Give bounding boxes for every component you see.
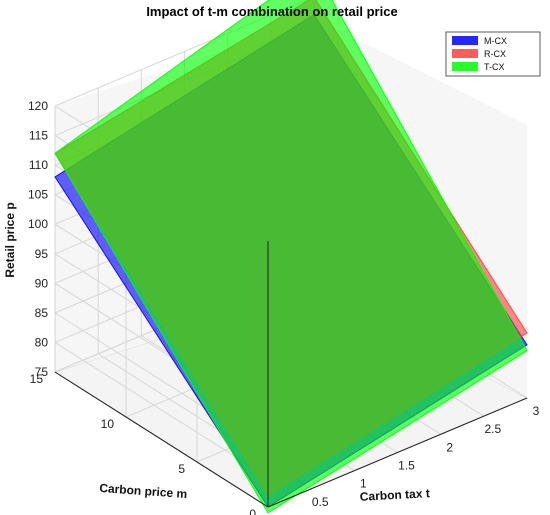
x-tick-label: 2	[446, 440, 453, 454]
legend-label: M-CX	[484, 36, 507, 46]
x-tick-label: 3	[533, 404, 540, 418]
y-axis-line	[54, 371, 269, 508]
z-axis-label: Retail price p	[3, 202, 17, 277]
y-tick-label: 10	[101, 417, 115, 431]
axis-lines	[54, 241, 528, 508]
z-tick-label: 110	[29, 158, 48, 172]
legend: M-CX R-CX T-CX	[445, 31, 541, 77]
grid-line-wall-left	[54, 342, 269, 478]
legend-swatch	[452, 62, 478, 71]
x-tick-label: 0	[274, 513, 281, 515]
legend-label: T-CX	[484, 62, 505, 72]
legend-swatch	[452, 36, 478, 45]
z-tick-label: 120	[28, 99, 48, 113]
legend-label: R-CX	[484, 49, 506, 59]
surfaces	[54, 0, 528, 514]
z-tick-label: 80	[35, 335, 49, 349]
z-tick-label: 105	[28, 188, 48, 202]
y-tick-label: 5	[178, 462, 185, 476]
x-tick-label: 1.5	[398, 459, 415, 473]
z-tick-label: 95	[35, 247, 49, 261]
chart-title: Impact of t-m combination on retail pric…	[146, 4, 397, 19]
y-tick-label: 0	[249, 507, 256, 515]
y-axis-label: Carbon price m	[99, 481, 188, 501]
z-tick-label: 85	[35, 306, 49, 320]
x-axis-line	[267, 397, 528, 508]
y-tick-label: 15	[30, 372, 44, 386]
x-axis-label: Carbon tax t	[359, 486, 430, 504]
z-tick-label: 115	[29, 129, 48, 143]
z-tick-label: 100	[28, 217, 48, 231]
z-tick-label: 75	[35, 365, 49, 379]
z-tick-label: 90	[35, 276, 49, 290]
x-tick-label: 1	[360, 477, 367, 491]
surface-t-cx	[54, 0, 528, 514]
legend-swatch	[452, 49, 478, 58]
x-tick-label: 2.5	[484, 422, 501, 436]
x-tick-label: 0.5	[312, 495, 329, 509]
